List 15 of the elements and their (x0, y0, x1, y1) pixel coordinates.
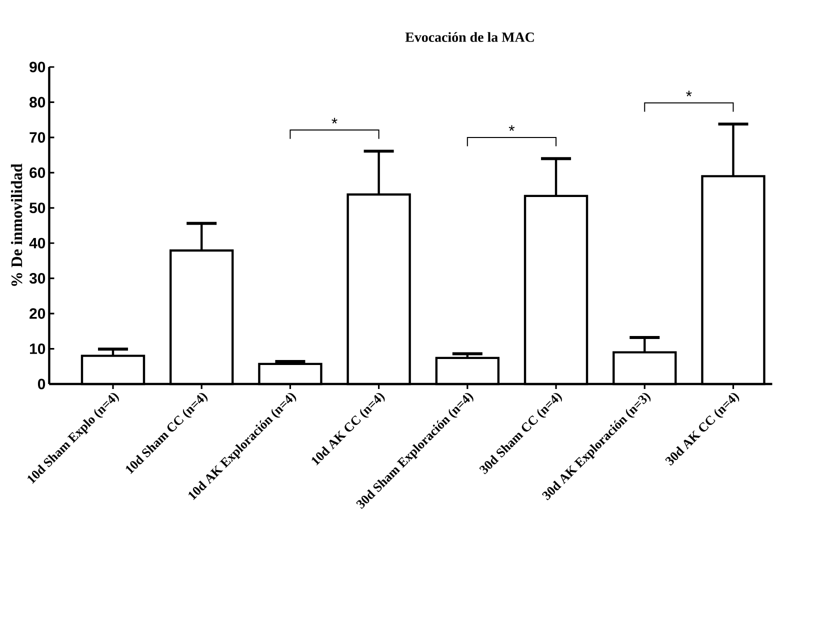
y-tick-label: 20 (30, 308, 46, 319)
y-axis-title: % De inmovilidad (10, 164, 22, 286)
chart-title: Evocación de la MAC (405, 32, 534, 42)
y-tick-label: 30 (29, 273, 46, 284)
y-tick-label: 50 (30, 202, 46, 214)
y-tick-label: 0 (38, 378, 46, 390)
annotation: * (686, 90, 692, 96)
y-tick-label: 90 (30, 62, 46, 72)
y-tick-label: 60 (30, 167, 46, 178)
y-tick-label: 80 (30, 96, 46, 108)
y-tick-label: 40 (29, 238, 46, 248)
annotation: * (508, 125, 515, 131)
annotation: * (332, 118, 338, 124)
y-tick-label: 10 (30, 343, 46, 354)
y-tick-label: 70 (30, 132, 46, 143)
